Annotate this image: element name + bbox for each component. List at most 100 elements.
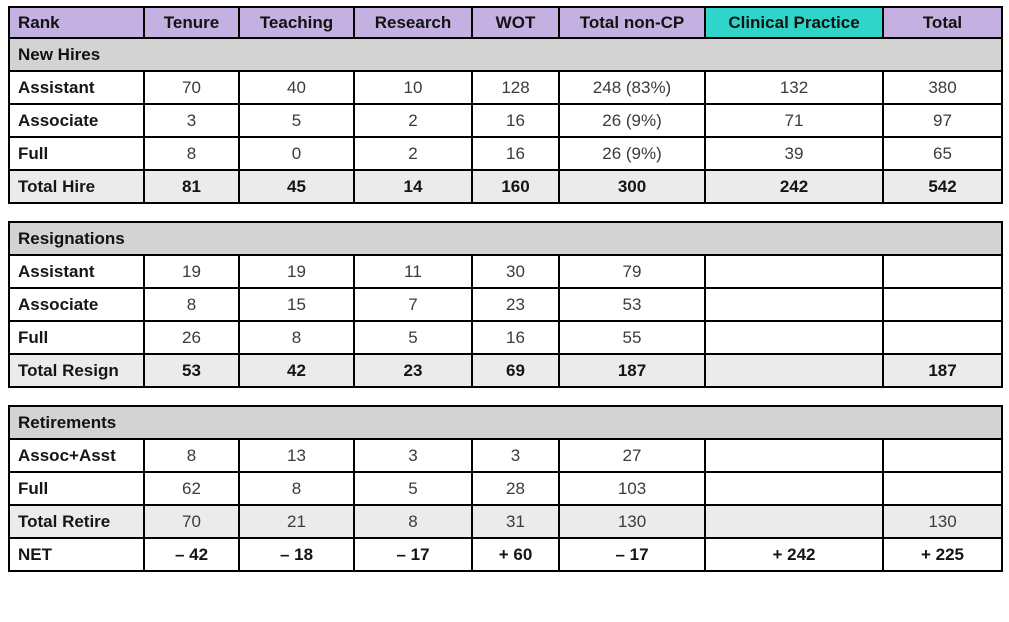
data-cell: 26 (9%): [558, 136, 706, 171]
data-cell: 3: [143, 103, 240, 138]
data-cell: 242: [704, 169, 884, 204]
data-cell: 71: [704, 103, 884, 138]
data-cell: 3: [353, 438, 473, 473]
table-row-total-retire: Total Retire 70 21 8 31 130 130: [8, 504, 1004, 539]
data-cell: 55: [558, 320, 706, 355]
data-cell: 128: [471, 70, 560, 105]
data-cell: 27: [558, 438, 706, 473]
data-cell: 81: [143, 169, 240, 204]
data-cell: 40: [238, 70, 355, 105]
data-cell: 3: [471, 438, 560, 473]
table-row-associate: Associate 8 15 7 23 53: [8, 287, 1003, 322]
table-row-full: Full 62 8 5 28 103: [8, 471, 1004, 506]
data-cell: [882, 254, 1003, 289]
table-row-associate: Associate 3 5 2 16 26 (9%) 71 97: [8, 103, 1003, 138]
row-label: Assoc+Asst: [8, 438, 145, 473]
data-cell: [882, 287, 1003, 322]
data-cell: 5: [238, 103, 355, 138]
row-label: Associate: [8, 287, 145, 322]
data-cell: 542: [882, 169, 1003, 204]
table-row-full: Full 8 0 2 16 26 (9%) 39 65: [8, 136, 1003, 171]
data-cell: 300: [558, 169, 706, 204]
data-cell: [704, 471, 884, 506]
data-cell: 8: [143, 438, 240, 473]
data-cell: 5: [353, 320, 473, 355]
column-header-total-non-cp: Total non-CP: [558, 6, 706, 39]
row-label: Full: [8, 320, 145, 355]
column-header-row: Rank Tenure Teaching Research WOT Total …: [8, 6, 1003, 39]
data-cell: [704, 353, 884, 388]
column-header-rank: Rank: [8, 6, 145, 39]
data-cell: 8: [143, 136, 240, 171]
data-cell: 2: [353, 136, 473, 171]
data-cell: 28: [471, 471, 560, 506]
table-row-total-resign: Total Resign 53 42 23 69 187 187: [8, 353, 1003, 388]
data-cell: 130: [558, 504, 706, 539]
row-label: Total Retire: [8, 504, 145, 539]
data-cell: 15: [238, 287, 355, 322]
row-label: Total Resign: [8, 353, 145, 388]
data-cell: 79: [558, 254, 706, 289]
row-label: Assistant: [8, 254, 145, 289]
data-cell: 97: [882, 103, 1003, 138]
data-cell: 16: [471, 136, 560, 171]
section-header-resignations: Resignations: [8, 221, 1003, 256]
table-row-assistant: Assistant 19 19 11 30 79: [8, 254, 1003, 289]
data-cell: – 17: [558, 537, 706, 572]
table-row-total-hire: Total Hire 81 45 14 160 300 242 542: [8, 169, 1003, 204]
data-cell: 26 (9%): [558, 103, 706, 138]
data-cell: [881, 471, 1004, 506]
data-cell: 45: [238, 169, 355, 204]
data-cell: 31: [471, 504, 560, 539]
data-cell: [704, 254, 884, 289]
data-cell: 187: [558, 353, 706, 388]
row-label: Assistant: [8, 70, 145, 105]
data-cell: 248 (83%): [558, 70, 706, 105]
data-cell: 16: [471, 320, 560, 355]
data-cell: 23: [471, 287, 560, 322]
data-cell: [704, 504, 884, 539]
data-cell: 14: [353, 169, 473, 204]
data-cell: 65: [882, 136, 1003, 171]
data-cell: + 242: [704, 537, 884, 572]
table-row-assoc-asst: Assoc+Asst 8 13 3 3 27: [8, 438, 1004, 473]
data-cell: [882, 320, 1003, 355]
table-row-assistant: Assistant 70 40 10 128 248 (83%) 132 380: [8, 70, 1003, 105]
data-cell: 132: [704, 70, 884, 105]
data-cell: 21: [238, 504, 355, 539]
column-header-total: Total: [882, 6, 1003, 39]
data-cell: [881, 438, 1004, 473]
data-cell: – 17: [353, 537, 473, 572]
section-title: New Hires: [8, 37, 1003, 72]
data-cell: 53: [558, 287, 706, 322]
column-header-clinical-practice: Clinical Practice: [704, 6, 884, 39]
data-cell: 11: [353, 254, 473, 289]
data-cell: 30: [471, 254, 560, 289]
data-cell: 8: [143, 287, 240, 322]
data-cell: 187: [882, 353, 1003, 388]
data-cell: 160: [471, 169, 560, 204]
data-cell: 19: [238, 254, 355, 289]
data-cell: 8: [238, 471, 355, 506]
data-cell: – 18: [238, 537, 355, 572]
column-header-teaching: Teaching: [238, 6, 355, 39]
data-cell: 19: [143, 254, 240, 289]
section-title: Retirements: [7, 405, 1004, 440]
table-row-full: Full 26 8 5 16 55: [8, 320, 1003, 355]
data-cell: 26: [143, 320, 240, 355]
data-cell: 23: [353, 353, 473, 388]
row-label: Associate: [8, 103, 145, 138]
data-cell: 0: [238, 136, 355, 171]
data-cell: 16: [471, 103, 560, 138]
data-cell: 10: [353, 70, 473, 105]
data-cell: + 225: [881, 537, 1004, 572]
data-cell: 2: [353, 103, 473, 138]
data-cell: + 60: [471, 537, 560, 572]
resignations-table: Resignations Assistant 19 19 11 30 79 As…: [8, 221, 1003, 388]
data-cell: 69: [471, 353, 560, 388]
data-cell: [704, 287, 884, 322]
data-cell: 7: [353, 287, 473, 322]
column-header-tenure: Tenure: [143, 6, 240, 39]
table-row-net: NET – 42 – 18 – 17 + 60 – 17 + 242 + 225: [8, 537, 1004, 572]
